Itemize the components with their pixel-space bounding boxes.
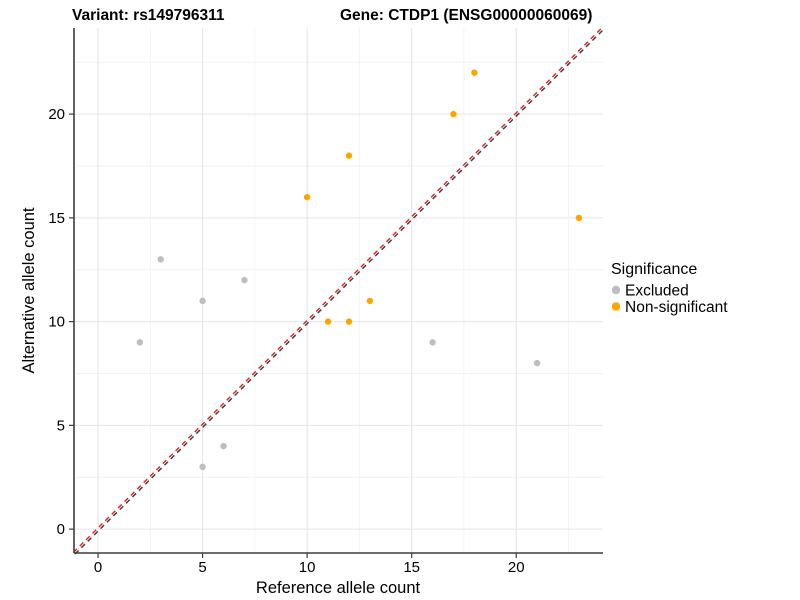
data-point-non-significant [575,214,583,222]
plot-title-gene: Gene: CTDP1 (ENSG00000060069) [340,7,592,24]
data-point-excluded [241,276,248,284]
tick-labels: 0 5 10 15 20 0 5 10 15 20 [48,106,524,576]
y-tick-label: 20 [48,106,65,123]
data-point-excluded [157,256,164,263]
data-point-non-significant [366,297,374,305]
y-tick-label: 10 [48,314,65,331]
y-tick-label: 0 [57,521,65,538]
data-point-excluded [533,359,541,367]
data-point-non-significant [345,152,353,159]
x-tick-label: 5 [198,559,206,576]
data-point-excluded [199,463,206,471]
x-tick-label: 0 [94,559,102,576]
legend-title: Significance [611,261,697,278]
legend-dot-excluded [611,285,621,295]
plot-title-variant: Variant: rs149796311 [72,7,225,24]
data-point-excluded [220,442,227,450]
data-point-non-significant [345,318,353,325]
identity-line-dark [74,28,605,555]
data-point-non-significant [324,318,332,325]
axes [69,28,603,558]
data-point-excluded [199,297,206,305]
data-point-non-significant [471,69,478,76]
data-point-non-significant [450,110,457,118]
x-tick-label: 15 [403,559,420,576]
identity-line-red [72,26,603,553]
y-axis-title: Alternative allele count [20,207,38,373]
grid-major [74,28,603,553]
y-tick-label: 15 [48,210,65,227]
data-points [136,69,583,471]
x-tick-label: 10 [299,559,316,576]
data-point-excluded [136,339,144,346]
legend-label-non-significant: Non-significant [625,299,728,316]
grid-minor [74,28,603,553]
identity-lines [72,26,605,555]
y-tick-label: 5 [57,417,65,434]
data-point-non-significant [303,193,311,201]
legend-label-excluded: Excluded [625,283,689,300]
x-axis-title: Reference allele count [256,579,421,597]
x-tick-label: 20 [508,559,525,576]
data-point-excluded [429,339,436,346]
legend-dot-non-significant [611,302,621,311]
